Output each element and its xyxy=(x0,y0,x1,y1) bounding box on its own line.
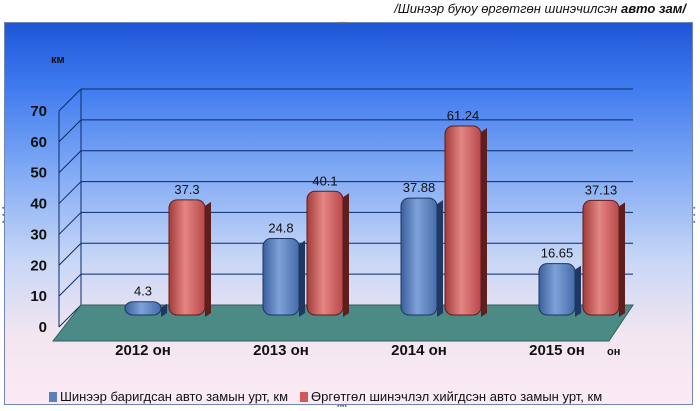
bar-new-roads xyxy=(262,237,300,316)
y-tick-label: 30 xyxy=(30,226,47,243)
resize-handle-top[interactable]: ▪▪▪▪ xyxy=(337,20,347,27)
legend-swatch-expanded-roads xyxy=(300,391,309,402)
y-tick-label: 60 xyxy=(30,134,47,151)
chart-legend: Шинээр баригдсан авто замын урт, км Өргө… xyxy=(49,389,614,404)
y-tick-label: 0 xyxy=(39,319,47,336)
bar-expanded-roads xyxy=(306,190,344,316)
gridline-depth xyxy=(58,242,82,266)
gridline-depth xyxy=(58,88,82,112)
gridline-depth xyxy=(58,150,82,174)
legend-item-expanded-roads: Өргөтгөл шинэчлэл хийгдсэн авто замын ур… xyxy=(300,389,602,404)
x-tick-label: 2014 он xyxy=(391,342,447,359)
legend-label-expanded-roads: Өргөтгөл шинэчлэл хийгдсэн авто замын ур… xyxy=(311,389,603,404)
caption-bold: авто зам/ xyxy=(621,1,686,16)
bar-side-new xyxy=(575,265,581,317)
resize-handle-left[interactable]: ▪ ▪ ▪ xyxy=(2,205,5,226)
bar-expanded-roads xyxy=(582,199,620,316)
gridline-depth xyxy=(58,212,82,235)
data-label: 37.88 xyxy=(403,180,436,195)
y-tick-label: 20 xyxy=(30,257,47,274)
data-label: 37.3 xyxy=(174,182,199,197)
x-axis-unit: он xyxy=(607,346,620,358)
data-label: 40.1 xyxy=(312,173,337,188)
bar-expanded-roads xyxy=(444,125,482,316)
data-label: 16.65 xyxy=(541,246,574,261)
bar-side-new xyxy=(299,240,305,317)
chart-caption: /Шинээр буюу өргөтгөн шинэчилсэн авто за… xyxy=(394,1,686,16)
chart-frame[interactable]: 0 10 20 30 40 50 60 70 км 4.3 37.3 2012 он 24.8 40.1 2… xyxy=(4,22,693,405)
bar-chart: 0 10 20 30 40 50 60 70 км 4.3 37.3 2012 он 24.8 40.1 2… xyxy=(30,54,634,359)
y-tick-label: 10 xyxy=(30,288,47,305)
gridline-depth xyxy=(58,304,82,328)
bar-new-roads xyxy=(124,301,162,316)
bar-expanded-roads xyxy=(168,199,206,316)
bar-new-roads xyxy=(400,197,438,316)
y-axis-label: км xyxy=(51,54,65,66)
bar-side-new xyxy=(437,200,443,317)
x-tick-label: 2012 он xyxy=(115,342,171,359)
y-tick-label: 70 xyxy=(30,103,47,120)
data-label: 24.8 xyxy=(268,220,293,235)
bar-side-expanded xyxy=(205,201,211,317)
bar-side-new xyxy=(161,303,167,317)
x-tick-label: 2015 он xyxy=(529,342,585,359)
bar-new-roads xyxy=(538,263,576,316)
data-label: 4.3 xyxy=(134,284,152,299)
resize-handle-right[interactable]: ▪ ▪ ▪ xyxy=(693,205,696,226)
x-tick-label: 2013 он xyxy=(253,342,309,359)
resize-handle-bottom[interactable]: ▪▪▪▪ xyxy=(337,403,347,410)
gridline-depth xyxy=(58,119,82,143)
gridline-depth xyxy=(58,273,82,297)
bar-side-expanded xyxy=(619,202,625,317)
y-tick-label: 50 xyxy=(30,165,47,182)
bar-side-expanded xyxy=(343,193,349,317)
legend-swatch-new-roads xyxy=(49,391,57,402)
legend-label-new-roads: Шинээр баригдсан авто замын урт, км xyxy=(60,389,289,404)
bar-side-expanded xyxy=(481,128,487,317)
data-label: 37.13 xyxy=(585,182,618,197)
y-tick-label: 40 xyxy=(30,196,47,213)
caption-prefix: /Шинээр буюу өргөтгөн шинэчилсэн xyxy=(394,1,622,16)
gridline-depth xyxy=(58,181,82,204)
data-label: 61.24 xyxy=(447,108,480,123)
legend-item-new-roads: Шинээр баригдсан авто замын урт, км xyxy=(49,389,288,404)
